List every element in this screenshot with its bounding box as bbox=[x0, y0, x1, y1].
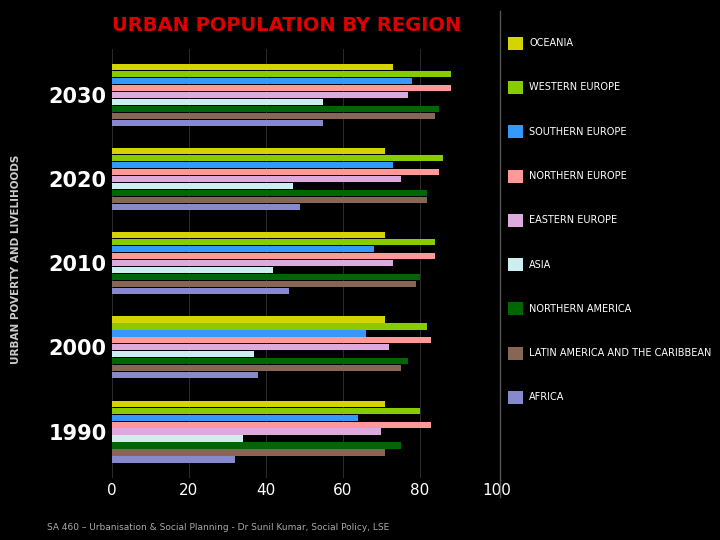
Bar bbox=[112, 92, 408, 98]
Text: LATIN AMERICA AND THE CARIBBEAN: LATIN AMERICA AND THE CARIBBEAN bbox=[529, 348, 711, 358]
Bar bbox=[112, 204, 300, 210]
Text: ASIA: ASIA bbox=[529, 260, 552, 269]
Bar bbox=[112, 359, 408, 364]
Bar bbox=[112, 232, 385, 238]
Text: URBAN POVERTY AND LIVELIHOODS: URBAN POVERTY AND LIVELIHOODS bbox=[11, 154, 21, 364]
Bar bbox=[112, 190, 428, 196]
Bar bbox=[112, 422, 431, 428]
Bar bbox=[112, 288, 289, 294]
Text: AFRICA: AFRICA bbox=[529, 393, 564, 402]
Bar bbox=[112, 197, 428, 203]
Text: WESTERN EUROPE: WESTERN EUROPE bbox=[529, 83, 621, 92]
Bar bbox=[112, 449, 385, 456]
Bar bbox=[112, 78, 412, 84]
Text: SOUTHERN EUROPE: SOUTHERN EUROPE bbox=[529, 127, 626, 137]
Bar bbox=[112, 71, 451, 77]
Bar bbox=[112, 338, 431, 343]
Bar bbox=[112, 267, 274, 273]
Bar bbox=[112, 352, 254, 357]
Bar bbox=[112, 148, 385, 154]
Bar bbox=[112, 183, 292, 189]
Bar bbox=[112, 169, 439, 175]
Bar bbox=[112, 365, 400, 372]
Text: NORTHERN AMERICA: NORTHERN AMERICA bbox=[529, 304, 631, 314]
Bar bbox=[112, 428, 382, 435]
Bar bbox=[112, 323, 428, 329]
Bar bbox=[112, 415, 358, 421]
Bar bbox=[112, 246, 374, 252]
Text: OCEANIA: OCEANIA bbox=[529, 38, 573, 48]
Bar bbox=[112, 99, 323, 105]
Bar bbox=[112, 435, 243, 442]
Bar bbox=[112, 64, 393, 70]
Bar bbox=[112, 176, 400, 182]
Text: URBAN POPULATION BY REGION: URBAN POPULATION BY REGION bbox=[112, 16, 461, 35]
Bar bbox=[112, 106, 439, 112]
Bar bbox=[112, 372, 258, 379]
Bar bbox=[112, 162, 393, 168]
Text: SA 460 – Urbanisation & Social Planning - Dr Sunil Kumar, Social Policy, LSE: SA 460 – Urbanisation & Social Planning … bbox=[47, 523, 389, 532]
Bar bbox=[112, 281, 416, 287]
Bar bbox=[112, 239, 435, 245]
Bar bbox=[112, 274, 420, 280]
Bar bbox=[112, 442, 400, 449]
Bar bbox=[112, 456, 235, 463]
Bar bbox=[112, 316, 385, 322]
Bar bbox=[112, 120, 323, 126]
Text: NORTHERN EUROPE: NORTHERN EUROPE bbox=[529, 171, 627, 181]
Bar bbox=[112, 408, 420, 414]
Bar bbox=[112, 401, 385, 407]
Bar bbox=[112, 113, 435, 119]
Bar bbox=[112, 260, 393, 266]
Bar bbox=[112, 330, 366, 336]
Text: EASTERN EUROPE: EASTERN EUROPE bbox=[529, 215, 617, 225]
Bar bbox=[112, 85, 451, 91]
Bar bbox=[112, 345, 389, 350]
Bar bbox=[112, 253, 435, 259]
Bar bbox=[112, 155, 443, 161]
